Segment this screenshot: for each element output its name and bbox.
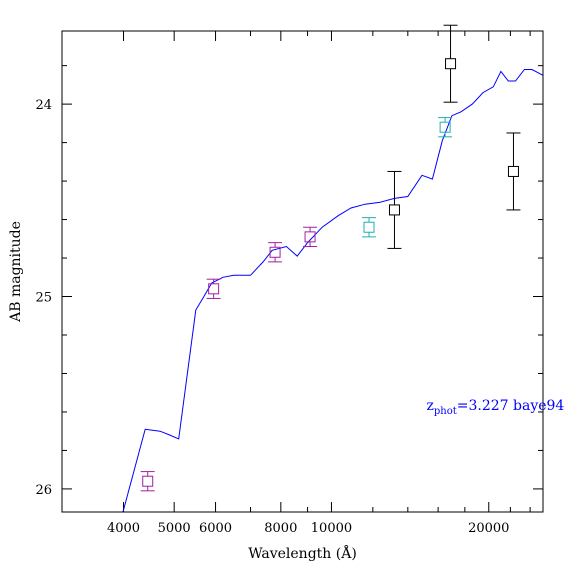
data-point	[268, 242, 283, 263]
data-point	[303, 226, 318, 247]
y-axis-title: AB magnitude	[8, 221, 24, 323]
data-point	[362, 217, 377, 238]
y-axis-ticks	[62, 65, 543, 490]
point-marker	[445, 58, 457, 70]
point-marker	[208, 283, 220, 295]
point-marker	[304, 231, 316, 243]
x-tick-label: 8000	[264, 521, 297, 536]
y-axis-tick-labels: 24 25 26	[35, 98, 52, 498]
data-point	[443, 24, 458, 103]
plot-frame	[61, 30, 544, 513]
y-tick-label: 25	[35, 291, 52, 306]
x-tick-label: 10000	[311, 521, 352, 536]
x-axis-ticks	[123, 31, 531, 512]
data-point	[438, 117, 453, 138]
x-tick-label: 20000	[468, 521, 509, 536]
x-tick-label: 5000	[158, 521, 191, 536]
data-point	[506, 132, 521, 211]
point-marker	[507, 165, 519, 177]
annotation-subscript: phot	[434, 406, 457, 417]
point-marker	[142, 475, 154, 487]
photometry-points	[140, 24, 521, 492]
x-tick-label: 6000	[199, 521, 232, 536]
data-point	[206, 278, 221, 299]
annotation-main: z	[426, 398, 433, 414]
y-tick-label: 24	[35, 98, 52, 113]
point-marker	[363, 221, 375, 233]
x-tick-label: 4000	[107, 521, 140, 536]
y-tick-label: 26	[35, 483, 52, 498]
point-marker	[439, 121, 451, 133]
plot-area	[122, 69, 543, 512]
data-point	[387, 170, 402, 249]
template-spectrum-line	[122, 69, 543, 512]
photo-z-annotation: zphot=3.227 baye94	[426, 398, 564, 417]
x-axis-title: Wavelength (Å)	[248, 544, 357, 562]
annotation-rest: =3.227 baye94	[457, 398, 565, 414]
data-point	[140, 471, 155, 492]
point-marker	[269, 246, 281, 258]
x-axis-tick-labels: 4000 5000 6000 8000 10000 20000	[107, 521, 509, 536]
point-marker	[388, 204, 400, 216]
